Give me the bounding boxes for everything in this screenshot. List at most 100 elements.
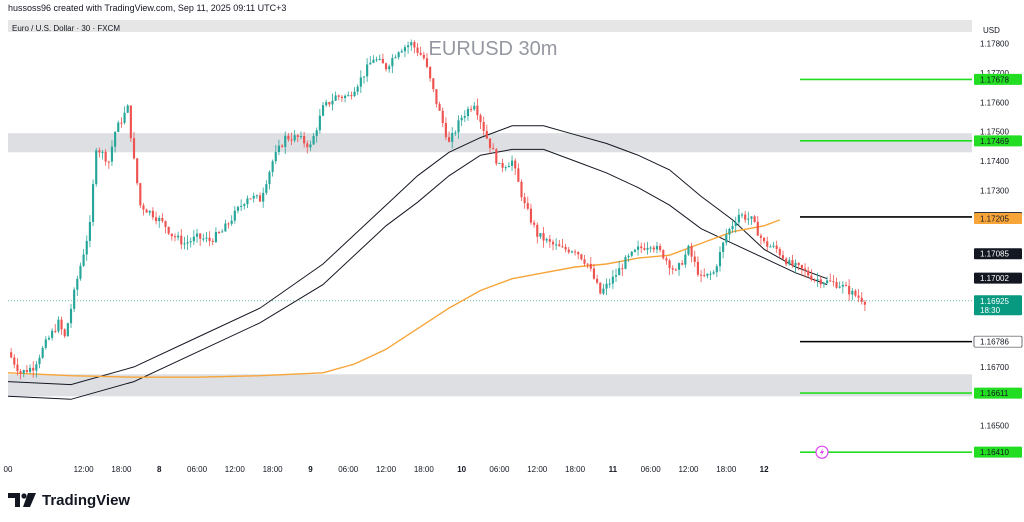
- candle: [362, 76, 366, 84]
- candle: [73, 287, 76, 313]
- candle-body: [117, 122, 120, 132]
- candle: [438, 101, 441, 111]
- candle: [763, 237, 766, 244]
- candle-body: [347, 95, 350, 97]
- price-label-subtext: 18:30: [980, 306, 1001, 315]
- price-axis[interactable]: 1.17800 1.17700 1.17600 1.17500 1.17400 1.173…: [972, 20, 1024, 461]
- candle-body: [810, 275, 813, 280]
- candle-body: [416, 47, 419, 53]
- candle: [536, 222, 539, 244]
- candle: [652, 245, 655, 253]
- candle-body: [394, 57, 397, 59]
- candle-body: [403, 47, 407, 52]
- candle-body: [337, 95, 340, 97]
- candle: [309, 140, 312, 152]
- candle-body: [731, 226, 734, 229]
- candle-body: [142, 205, 145, 210]
- lightning-glyph: [820, 448, 824, 457]
- y-tick-label: 1.17500: [980, 128, 1009, 137]
- candle: [470, 105, 473, 113]
- candle: [85, 235, 88, 261]
- candle: [740, 212, 744, 219]
- candle-body: [526, 203, 529, 209]
- candle: [608, 278, 611, 288]
- candle: [668, 258, 671, 276]
- candle: [243, 203, 246, 210]
- candle: [498, 162, 501, 164]
- candle: [284, 131, 287, 154]
- candle-body: [759, 235, 763, 238]
- candle-body: [614, 275, 618, 277]
- candle: [394, 54, 397, 59]
- candle-body: [822, 282, 826, 285]
- candle-body: [281, 145, 284, 147]
- candle: [366, 58, 369, 82]
- candle: [778, 247, 781, 258]
- candle-body: [624, 257, 627, 269]
- candle-body: [19, 371, 22, 374]
- candle-body: [425, 58, 429, 67]
- candle: [722, 241, 725, 259]
- candle: [848, 279, 851, 301]
- candle: [766, 236, 769, 251]
- time-axis[interactable]: 00 12:00 18:00 8 06:00 12:00 18:00 9 06:00 12:00 1…: [0, 461, 972, 477]
- price-label-text: 1.17085: [980, 250, 1009, 259]
- candle-body: [91, 184, 95, 222]
- candle: [180, 229, 183, 250]
- candle: [136, 158, 139, 186]
- candle-body: [627, 255, 630, 258]
- price-label-bg: [974, 387, 1022, 399]
- price-chart[interactable]: EURUSD 30m: [8, 20, 972, 461]
- price-label-text: 1.16786: [980, 338, 1009, 347]
- candle-body: [677, 263, 681, 270]
- candle-body: [400, 51, 403, 53]
- candle-body: [693, 256, 696, 262]
- candle-body: [772, 245, 775, 247]
- candle-body: [438, 104, 441, 111]
- candle-body: [495, 149, 498, 164]
- candle: [236, 205, 240, 214]
- candle: [54, 324, 57, 334]
- candle: [573, 249, 577, 256]
- candle: [177, 231, 180, 241]
- candle-body: [816, 279, 819, 281]
- candle-body: [851, 290, 854, 295]
- candle: [378, 54, 381, 61]
- candle-body: [665, 258, 668, 261]
- x-tick-label: 12:00: [376, 465, 397, 474]
- candle: [167, 226, 170, 236]
- candle: [636, 240, 640, 256]
- candle-body: [435, 89, 438, 105]
- candle: [514, 158, 517, 175]
- candle: [123, 106, 126, 125]
- candle: [567, 246, 570, 255]
- candle: [838, 281, 841, 289]
- candle: [596, 274, 599, 285]
- price-label-bg: [974, 295, 1022, 316]
- candle: [734, 216, 737, 233]
- candle-body: [725, 234, 728, 243]
- candle: [640, 242, 643, 254]
- price-label-bg: [973, 335, 1023, 348]
- candle: [344, 94, 347, 103]
- candle-body: [775, 245, 778, 249]
- candle-body: [826, 280, 829, 283]
- candle-body: [457, 120, 460, 133]
- candle-body: [104, 151, 107, 162]
- candle: [145, 208, 148, 213]
- candle-body: [608, 283, 611, 285]
- candle: [224, 219, 227, 232]
- candle: [548, 234, 551, 248]
- candle-body: [699, 274, 703, 276]
- candle: [435, 89, 438, 108]
- candle: [444, 117, 447, 141]
- candle: [473, 101, 476, 112]
- candle-body: [224, 223, 227, 232]
- candle: [312, 133, 315, 146]
- candle-body: [649, 247, 652, 249]
- candle: [353, 87, 356, 97]
- candle: [542, 227, 545, 248]
- candle-body: [419, 52, 422, 55]
- candle: [677, 262, 681, 276]
- candle-body: [854, 290, 857, 296]
